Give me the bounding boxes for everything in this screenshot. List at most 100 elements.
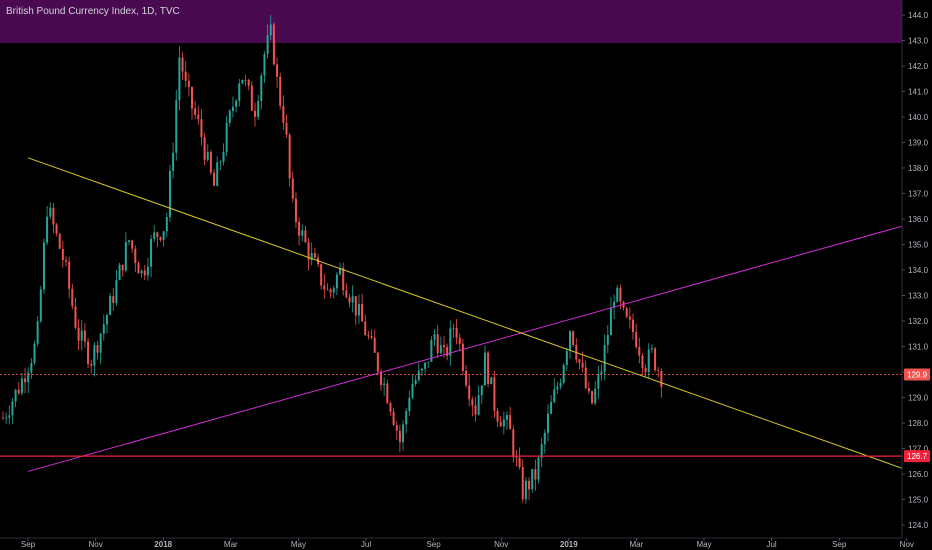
x-tick: Jul [361, 538, 371, 549]
candle-body [52, 207, 55, 225]
candle [42, 238, 45, 294]
candle-body [128, 240, 130, 243]
candle [641, 353, 644, 376]
candle-body [87, 341, 90, 365]
candle-body [553, 389, 556, 403]
x-tick: 2018 [154, 538, 173, 549]
candle-body [71, 288, 74, 307]
y-tick: 124.0 [902, 521, 929, 530]
candle-body [392, 411, 395, 425]
candle [191, 86, 193, 120]
candle [373, 329, 376, 353]
candle-body [68, 261, 71, 289]
chart-title: British Pound Currency Index, 1D, TVC [6, 6, 180, 17]
drawings-layer [0, 5, 932, 528]
candle-body [364, 321, 367, 336]
price-tag-label: 129.9 [907, 371, 928, 380]
candle [628, 307, 631, 329]
candle [228, 108, 231, 127]
candle [455, 318, 458, 345]
candle [370, 329, 373, 340]
candle-body [452, 327, 455, 329]
y-tick-label: 134.0 [908, 266, 929, 275]
candle-body [184, 71, 187, 81]
candle [386, 379, 389, 405]
candle-body [140, 270, 143, 274]
candle [153, 225, 156, 242]
candle-body [449, 328, 452, 356]
y-tick: 143.0 [902, 37, 929, 46]
candle [559, 378, 562, 390]
candle-body [348, 297, 351, 303]
upward-trendline[interactable] [27, 5, 932, 472]
candle-body [272, 24, 275, 65]
candle [411, 373, 414, 399]
candle-body [310, 253, 313, 260]
candle-body [77, 327, 80, 341]
candle-body [543, 432, 546, 445]
y-tick: 132.0 [902, 317, 929, 326]
resistance-zone [0, 0, 902, 44]
candle-body [228, 110, 231, 123]
candle-body [455, 327, 458, 338]
candle [90, 359, 93, 374]
candle-body [162, 231, 165, 240]
candle [124, 232, 127, 273]
candle-body [569, 331, 571, 351]
candle [433, 329, 436, 347]
candle-body [483, 352, 486, 386]
candle-body [257, 100, 260, 117]
candle [269, 15, 272, 40]
y-tick: 133.0 [902, 292, 929, 301]
candle-body [235, 100, 238, 107]
candle-body [102, 324, 105, 334]
candle [96, 340, 99, 360]
candle-body [279, 76, 282, 106]
x-tick-label: May [291, 540, 306, 549]
candle-body [565, 350, 568, 365]
candle-body [376, 352, 379, 372]
price-scale[interactable] [902, 0, 932, 550]
candle [99, 332, 102, 365]
candle-body [222, 151, 225, 162]
candle-body [373, 337, 376, 353]
candle [80, 319, 83, 351]
y-tick: 134.0 [902, 266, 929, 275]
candle [361, 293, 364, 322]
candle-body [137, 262, 140, 274]
candle-body [241, 79, 244, 84]
candle-body [342, 268, 345, 291]
y-tick-label: 132.0 [908, 317, 929, 326]
candle [225, 115, 228, 157]
candle-body [632, 319, 634, 333]
downward-trendline[interactable] [27, 157, 932, 528]
candle-body [209, 151, 212, 173]
candle [534, 459, 537, 491]
candle-body [30, 362, 33, 373]
candle-body [468, 385, 471, 400]
candle-body [304, 230, 307, 243]
candle-body [197, 114, 200, 120]
candle [477, 385, 480, 416]
price-tags: 129.9 126.7 [904, 368, 930, 463]
candle [247, 78, 250, 91]
candle-body [556, 386, 559, 390]
candle-body [200, 119, 203, 138]
candle-body [291, 178, 294, 199]
candle-body [474, 405, 477, 415]
candle [383, 377, 386, 396]
candle [291, 171, 294, 203]
x-tick-label: May [696, 540, 711, 549]
candle [143, 264, 146, 281]
candle [298, 217, 301, 246]
candle [647, 343, 650, 379]
candle [128, 239, 130, 246]
candle-body [537, 457, 540, 480]
candle-body [581, 362, 584, 368]
candle-body [260, 75, 263, 101]
candle [502, 411, 505, 435]
y-tick: 136.0 [902, 215, 929, 224]
candle [178, 46, 181, 111]
candle [87, 337, 90, 369]
